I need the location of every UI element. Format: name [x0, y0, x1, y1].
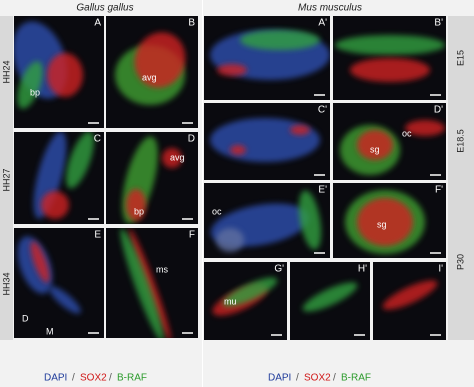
image-panel: [333, 103, 446, 180]
annotation: ms: [156, 264, 168, 274]
stage-label: HH27: [1, 168, 11, 191]
stage-label: HH34: [1, 272, 11, 295]
stain: [357, 130, 393, 160]
image-panel: [204, 183, 330, 258]
stain: [230, 145, 246, 155]
panel-label: G': [274, 264, 284, 275]
image-panel: [14, 132, 104, 224]
stain: [162, 148, 182, 168]
panel-label: D: [188, 134, 195, 145]
stain: [210, 118, 320, 162]
stain: [17, 61, 43, 109]
legend-item: DAPI: [44, 373, 67, 384]
legend-separator: /: [109, 373, 112, 384]
annotation: bp: [134, 206, 144, 216]
annotation: oc: [212, 206, 222, 216]
stain: [302, 282, 358, 312]
left-legend: DAPI / SOX2 / B-RAF: [44, 373, 147, 384]
image-panel: [14, 228, 104, 338]
stage-label: E18.5: [455, 129, 465, 153]
panel-label: H': [358, 264, 367, 275]
panel-label: B': [434, 18, 443, 29]
annotation: mu: [224, 296, 237, 306]
left-stage-strip: [0, 16, 13, 340]
right-stage-strip: [448, 16, 474, 340]
image-panel: [106, 228, 198, 338]
texts: Gallus gallus Mus musculus HH24 HH27 HH3…: [1, 3, 465, 384]
legend-separator: /: [296, 373, 299, 384]
right-legend: DAPI / SOX2 / B-RAF: [268, 373, 371, 384]
stain: [217, 64, 247, 76]
right-title: Mus musculus: [298, 3, 362, 14]
legend-item: DAPI: [268, 373, 291, 384]
image-panel: [204, 262, 287, 340]
stage-label: HH24: [1, 60, 11, 83]
stain: [405, 120, 445, 136]
stain: [357, 198, 413, 246]
image-panel: [106, 132, 198, 224]
panel-label: E: [94, 230, 101, 241]
annotation: sg: [370, 144, 380, 154]
stain: [335, 35, 445, 55]
annotation: avg: [142, 72, 157, 82]
annotation: sg: [377, 219, 387, 229]
image-panel: [204, 103, 330, 180]
panel-label: F: [189, 230, 195, 241]
image-panel: [14, 16, 104, 128]
annotation: oc: [402, 128, 412, 138]
legend-item: B-RAF: [117, 373, 147, 384]
stain: [47, 53, 83, 97]
legend-separator: /: [72, 373, 75, 384]
image-panel: [106, 16, 198, 128]
stain: [33, 132, 67, 219]
stain: [120, 228, 164, 338]
panel-label: A': [318, 18, 327, 29]
image-panel: [333, 183, 446, 258]
image-panel: [204, 16, 330, 100]
panel-background: [333, 16, 446, 100]
panel-label: I': [438, 264, 443, 275]
legend-separator: /: [333, 373, 336, 384]
stage-label: E15: [455, 50, 465, 66]
annotation: bp: [30, 87, 40, 97]
panel-label: D': [434, 105, 443, 116]
panel-label: F': [435, 185, 443, 196]
stain: [128, 228, 172, 338]
stain: [126, 189, 146, 221]
stain: [298, 190, 322, 250]
stain: [30, 241, 50, 283]
stain: [134, 32, 186, 88]
stain: [216, 228, 244, 252]
panel-label: B: [188, 18, 195, 29]
panel-label: E': [318, 185, 327, 196]
annotation: M: [46, 326, 54, 336]
panel-label: C': [318, 105, 327, 116]
stain: [350, 58, 430, 82]
stain: [49, 286, 81, 314]
image-panel: [373, 262, 446, 340]
stain: [66, 132, 94, 189]
panel-label: C: [94, 134, 101, 145]
stain: [41, 191, 69, 219]
panel-label: A: [94, 18, 101, 29]
stain: [222, 277, 278, 307]
stain: [240, 30, 320, 50]
legend-item: SOX2: [304, 373, 331, 384]
image-panel: [290, 262, 370, 340]
legend-item: SOX2: [80, 373, 107, 384]
panels: [14, 16, 446, 340]
annotation: avg: [170, 152, 185, 162]
stage-label: P30: [455, 254, 465, 270]
stain: [382, 280, 438, 310]
image-panel: [333, 16, 446, 100]
legend-item: B-RAF: [341, 373, 371, 384]
left-title: Gallus gallus: [76, 3, 133, 14]
annotation: D: [22, 313, 29, 323]
stain: [290, 125, 310, 135]
